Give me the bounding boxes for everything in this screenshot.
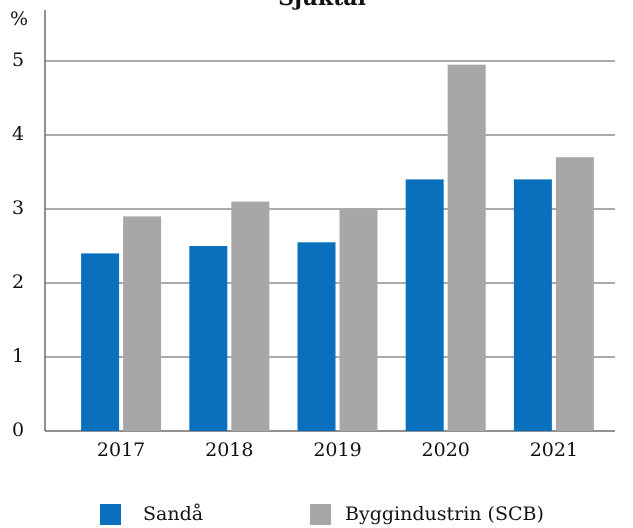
legend-label: Byggindustrin (SCB)	[345, 503, 544, 525]
y-tick-label: 3	[12, 197, 24, 219]
x-tick-label: 2019	[313, 439, 361, 461]
legend-swatch	[310, 504, 331, 525]
x-tick-label: 2017	[97, 439, 145, 461]
bar	[123, 216, 162, 431]
y-tick-label: 0	[12, 419, 24, 441]
bar	[81, 253, 120, 431]
x-tick-label: 2018	[205, 439, 253, 461]
bar	[405, 179, 444, 431]
legend-swatch	[100, 504, 121, 525]
x-tick-label: 2021	[530, 439, 578, 461]
bar	[231, 201, 270, 431]
bar	[555, 157, 594, 431]
chart-title: Sjuktal	[278, 0, 366, 11]
x-tick-label: 2020	[422, 439, 470, 461]
y-tick-label: 2	[12, 271, 24, 293]
y-tick-label: 5	[12, 49, 24, 71]
bar	[513, 179, 552, 431]
legend-label: Sandå	[143, 503, 203, 525]
bar	[339, 209, 378, 431]
bar	[189, 246, 228, 431]
bar	[447, 64, 486, 431]
bar	[297, 242, 336, 431]
y-axis-label: %	[10, 8, 28, 30]
y-tick-label: 4	[12, 123, 24, 145]
y-tick-label: 1	[12, 345, 24, 367]
